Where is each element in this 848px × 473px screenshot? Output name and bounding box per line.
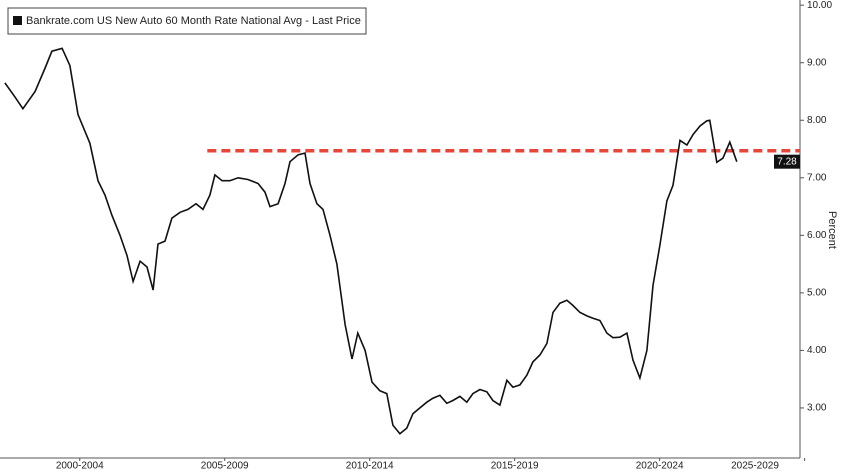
x-tick-label: 2025-2029: [731, 461, 779, 472]
last-value-label: 7.28: [777, 156, 797, 167]
y-tick-label: 3.00: [807, 403, 827, 414]
x-tick-label: 2010-2014: [346, 461, 394, 472]
y-tick-label: 9.00: [807, 57, 827, 68]
legend-box: [7, 7, 367, 35]
x-tick-label: 2015-2019: [491, 461, 539, 472]
line-series: [4, 47, 738, 435]
y-axis-label: Percent: [826, 211, 838, 249]
y-tick-label: 10.00: [807, 0, 832, 11]
x-tick-label: 2005-2009: [201, 461, 249, 472]
y-tick-label: 4.00: [807, 345, 827, 356]
y-tick-label: 6.00: [807, 230, 827, 241]
legend-label: Bankrate.com US New Auto 60 Month Rate N…: [26, 15, 361, 27]
x-tick-label: 2000-2004: [56, 461, 104, 472]
y-tick-label: 8.00: [807, 115, 827, 126]
y-tick-label: 5.00: [807, 288, 827, 299]
x-tick-label: 2020-2024: [636, 461, 684, 472]
last-value-box: [774, 154, 800, 169]
legend-swatch: [13, 16, 22, 25]
y-tick-label: 7.00: [807, 172, 827, 183]
